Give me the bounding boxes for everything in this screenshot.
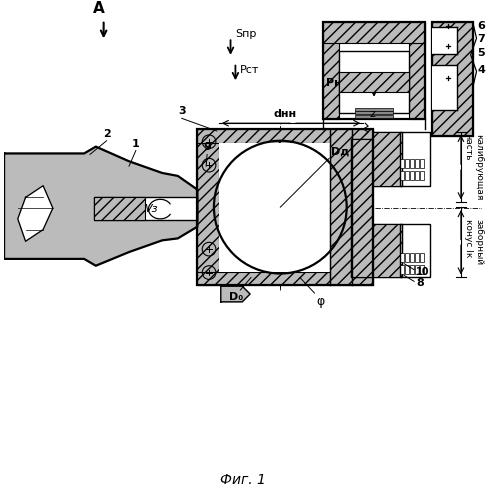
Text: 3: 3 bbox=[178, 106, 186, 117]
Bar bbox=[410, 264, 414, 274]
Text: Vз: Vз bbox=[144, 204, 157, 214]
Bar bbox=[94, 198, 145, 220]
Bar bbox=[373, 224, 402, 278]
Text: Sпр: Sпр bbox=[235, 30, 257, 40]
Bar bbox=[405, 264, 409, 274]
Bar bbox=[415, 264, 419, 274]
Bar bbox=[432, 26, 457, 54]
Text: 8: 8 bbox=[416, 278, 424, 288]
Bar bbox=[400, 264, 404, 274]
Bar bbox=[400, 132, 430, 186]
Text: 1: 1 bbox=[132, 138, 140, 148]
Polygon shape bbox=[18, 186, 53, 242]
Bar bbox=[323, 22, 425, 120]
Bar bbox=[409, 22, 425, 120]
Text: 9: 9 bbox=[203, 142, 211, 152]
Bar bbox=[339, 72, 409, 92]
Text: 7: 7 bbox=[478, 34, 485, 44]
Bar bbox=[432, 22, 473, 136]
Bar bbox=[197, 129, 373, 285]
Bar bbox=[420, 253, 424, 262]
Bar bbox=[410, 253, 414, 262]
Bar bbox=[415, 253, 419, 262]
Text: Фиг. 1: Фиг. 1 bbox=[220, 474, 266, 488]
Bar bbox=[400, 160, 404, 168]
Text: заборный
конус lк: заборный конус lк bbox=[464, 219, 483, 266]
Text: 2: 2 bbox=[103, 129, 110, 139]
Bar bbox=[415, 160, 419, 168]
Text: dнн: dнн bbox=[273, 110, 297, 120]
Bar bbox=[432, 64, 457, 110]
Bar bbox=[197, 272, 373, 285]
Bar bbox=[400, 171, 404, 180]
Bar bbox=[197, 129, 373, 142]
Text: калибрующая
часть: калибрующая часть bbox=[464, 134, 483, 200]
Bar bbox=[420, 160, 424, 168]
Bar bbox=[405, 253, 409, 262]
Bar bbox=[373, 132, 402, 186]
Text: Рнм: Рнм bbox=[326, 78, 351, 88]
Bar bbox=[373, 132, 402, 186]
Bar bbox=[351, 139, 372, 278]
Text: 5: 5 bbox=[478, 48, 485, 58]
Polygon shape bbox=[4, 146, 197, 266]
Bar bbox=[330, 129, 352, 285]
Bar bbox=[94, 198, 197, 220]
Bar bbox=[355, 112, 392, 114]
Text: Рст: Рст bbox=[240, 66, 260, 76]
Text: 4: 4 bbox=[478, 66, 486, 76]
Bar bbox=[323, 22, 339, 120]
Text: 10: 10 bbox=[416, 266, 430, 276]
Bar bbox=[197, 129, 219, 285]
Bar bbox=[355, 108, 392, 110]
Text: D₀: D₀ bbox=[229, 292, 244, 302]
Bar bbox=[352, 129, 373, 285]
Text: z: z bbox=[369, 110, 375, 120]
Bar bbox=[405, 160, 409, 168]
Bar bbox=[219, 142, 352, 272]
Bar bbox=[410, 160, 414, 168]
Bar bbox=[410, 171, 414, 180]
Bar bbox=[432, 22, 473, 136]
Text: φ: φ bbox=[317, 295, 325, 308]
Bar bbox=[339, 51, 409, 114]
Bar bbox=[400, 253, 404, 262]
Bar bbox=[400, 224, 430, 278]
Bar bbox=[323, 22, 425, 43]
Text: Dд: Dд bbox=[331, 146, 349, 156]
Bar bbox=[405, 171, 409, 180]
Text: 6: 6 bbox=[478, 20, 486, 30]
Bar bbox=[355, 116, 392, 118]
Bar bbox=[420, 264, 424, 274]
Text: А: А bbox=[93, 1, 105, 16]
Polygon shape bbox=[221, 286, 250, 302]
Bar bbox=[420, 171, 424, 180]
Bar bbox=[415, 171, 419, 180]
Bar bbox=[373, 224, 402, 278]
Bar bbox=[351, 139, 372, 278]
